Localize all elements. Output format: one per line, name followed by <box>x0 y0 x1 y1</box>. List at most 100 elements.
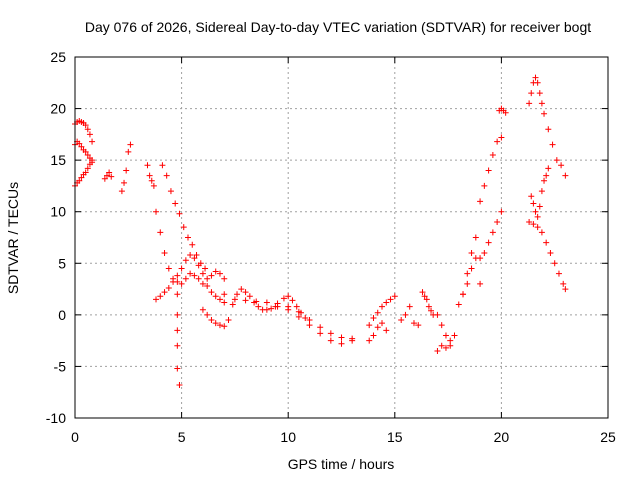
data-point <box>127 141 134 148</box>
data-point <box>442 332 449 339</box>
data-point <box>178 280 185 287</box>
data-point <box>82 148 89 155</box>
data-point <box>477 280 484 287</box>
data-point <box>174 327 181 334</box>
data-point <box>421 293 428 300</box>
data-point <box>338 340 345 347</box>
y-tick-label: 25 <box>50 49 66 65</box>
y-tick-label: 20 <box>50 101 66 117</box>
data-point <box>118 188 125 195</box>
data-point <box>231 296 238 303</box>
series-cluster-19-low <box>477 208 505 262</box>
data-point <box>161 289 168 296</box>
data-point <box>543 239 550 246</box>
data-point <box>234 291 241 298</box>
data-point <box>383 327 390 334</box>
plot-frame <box>74 56 609 419</box>
data-point <box>327 337 334 344</box>
data-point <box>157 229 164 236</box>
data-point <box>562 286 569 293</box>
data-point <box>285 306 292 313</box>
data-point <box>212 320 219 327</box>
data-point <box>187 270 194 277</box>
data-point <box>255 303 262 310</box>
x-axis-label: GPS time / hours <box>288 456 395 472</box>
series-segment-15.5 <box>398 303 422 329</box>
y-axis-label: SDTVAR / TECUs <box>5 182 21 294</box>
grid-layer <box>75 57 608 418</box>
x-tick-label: 5 <box>178 429 186 445</box>
series-spread-6-8 <box>199 286 279 330</box>
data-point <box>178 265 185 272</box>
x-tick-label: 20 <box>494 429 510 445</box>
series-drop-5h <box>174 291 183 388</box>
data-point <box>274 303 281 310</box>
data-point <box>547 249 554 256</box>
y-tick-label: -10 <box>46 410 66 426</box>
data-point <box>530 221 537 228</box>
data-point <box>108 173 115 180</box>
data-point <box>485 167 492 174</box>
x-tick-label: 15 <box>387 429 403 445</box>
data-point <box>366 322 373 329</box>
series-rise-18 <box>455 234 479 308</box>
data-point <box>150 182 157 189</box>
data-point <box>89 138 96 145</box>
data-point <box>536 203 543 210</box>
data-point <box>526 219 533 226</box>
data-point <box>534 213 541 220</box>
data-point <box>370 332 377 339</box>
data-point <box>297 309 304 316</box>
data-point <box>498 134 505 141</box>
series-rise-18-b <box>460 255 484 298</box>
series-lower-trend <box>274 303 356 347</box>
y-tick-label: 15 <box>50 152 66 168</box>
data-point <box>216 296 223 303</box>
data-point <box>289 297 296 304</box>
data-point <box>402 311 409 318</box>
data-point <box>545 126 552 133</box>
data-point <box>532 208 539 215</box>
data-point <box>163 172 170 179</box>
data-point <box>253 298 260 305</box>
data-point <box>317 330 324 337</box>
data-point <box>442 344 449 351</box>
data-point <box>543 172 550 179</box>
data-point <box>221 275 228 282</box>
y-tick-label: 0 <box>58 307 66 323</box>
data-point <box>280 295 287 302</box>
series-segment-14-low <box>366 320 390 344</box>
data-point <box>477 255 484 262</box>
data-point <box>221 291 228 298</box>
data-point <box>379 320 386 327</box>
data-point <box>425 303 432 310</box>
data-point <box>103 172 110 179</box>
data-point <box>180 224 187 231</box>
chart-title: Day 076 of 2026, Sidereal Day-to-day VTE… <box>85 19 591 35</box>
data-point <box>526 100 533 107</box>
series-cluster-2.3 <box>118 141 134 195</box>
data-point <box>125 148 132 155</box>
data-point <box>541 177 548 184</box>
data-point <box>338 334 345 341</box>
data-point <box>208 289 215 296</box>
data-point <box>383 299 390 306</box>
data-point <box>560 280 567 287</box>
data-point <box>528 90 535 97</box>
y-tick-label: 5 <box>58 255 66 271</box>
series-branch-b <box>159 162 209 272</box>
data-point <box>121 179 128 186</box>
data-point <box>293 303 300 310</box>
data-point <box>208 272 215 279</box>
data-point <box>285 293 292 300</box>
data-point <box>428 307 435 314</box>
data-point <box>193 252 200 259</box>
data-point <box>84 126 91 133</box>
data-point <box>498 208 505 215</box>
data-point <box>204 311 211 318</box>
data-point <box>199 280 206 287</box>
data-point <box>555 270 562 277</box>
data-point <box>101 175 108 182</box>
data-point <box>349 337 356 344</box>
